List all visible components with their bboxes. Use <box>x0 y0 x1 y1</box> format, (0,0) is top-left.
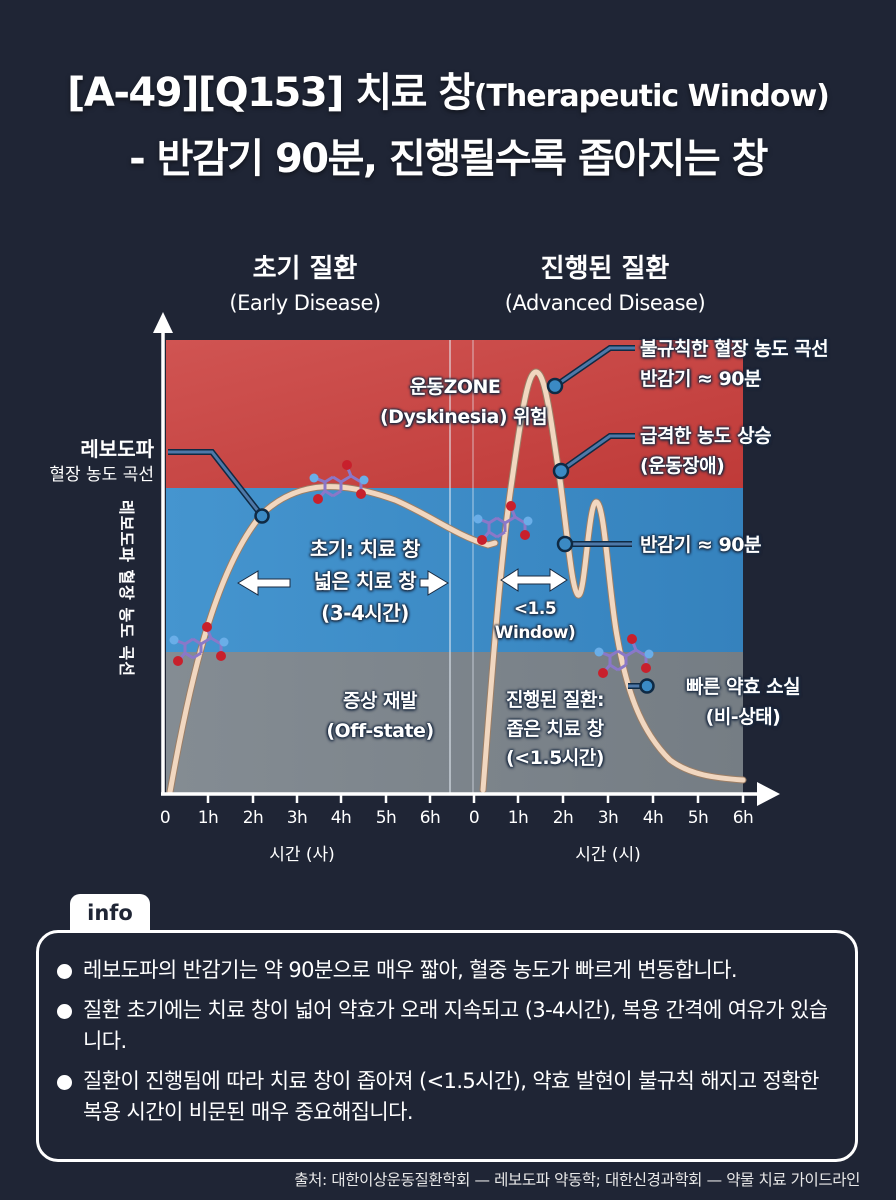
x-axis-label-advanced: 시간 (시) <box>575 845 641 865</box>
dyskinesia-zone-label: 운동ZONE (Dyskinesia) 위험 <box>380 376 548 428</box>
info-item: 질환 초기에는 치료 창이 넓어 약효가 오래 지속되고 (3-4시간), 복용… <box>57 995 831 1057</box>
advanced-window-arrow <box>500 568 568 592</box>
title-subtitle: - 반감기 90분, 진행될수록 좁아지는 창 <box>129 136 768 182</box>
info-tab: info <box>70 894 150 930</box>
section-advanced-header: 진행된 질환 (Advanced Disease) <box>470 252 740 320</box>
title-en: (Therapeutic Window) <box>473 79 830 114</box>
source-citation: 출처: 대한이상운동질환학회 — 레보도파 약동학; 대한신경과학회 — 약물 … <box>294 1171 860 1189</box>
info-box: 레보도파의 반감기는 약 90분으로 매우 짧아, 혈중 농도가 빠르게 변동합… <box>36 930 858 1162</box>
therapeutic-window-chart <box>153 312 780 806</box>
info-item: 질환이 진행됨에 따라 치료 창이 좁아져 (<1.5시간), 약효 발현이 불… <box>57 1066 831 1128</box>
info-list: 레보도파의 반감기는 약 90분으로 매우 짧아, 혈중 농도가 빠르게 변동합… <box>39 933 855 1128</box>
info-item: 레보도파의 반감기는 약 90분으로 매우 짧아, 혈중 농도가 빠르게 변동합… <box>57 955 831 986</box>
early-levodopa-curve <box>167 484 498 795</box>
title-ko: [A-49][Q153] 치료 창 <box>67 70 475 116</box>
section-advanced-ko: 진행된 질환 <box>540 254 670 284</box>
page-title: [A-49][Q153] 치료 창(Therapeutic Window) - … <box>0 62 896 190</box>
callout-dot <box>254 508 270 524</box>
early-window-arrow <box>237 570 449 596</box>
section-early-en: (Early Disease) <box>229 291 381 315</box>
bullet-icon <box>57 964 72 979</box>
section-advanced-en: (Advanced Disease) <box>504 291 706 315</box>
callout-dot <box>556 535 574 553</box>
advanced-levodopa-curve <box>480 369 746 793</box>
advanced-window-small-label: <1.5 Window) <box>494 599 576 643</box>
y-axis-label: 레보도파 혈장 농도 곡선 <box>117 500 136 677</box>
y-axis-arrow-icon <box>153 312 173 333</box>
rapid-wearing-off-callout: 빠른 약효 소실 (비-상태) <box>685 676 801 728</box>
callout-dot <box>639 678 655 694</box>
x-axis-arrow-icon <box>757 782 780 806</box>
early-window-label: 초기: 치료 창 넓은 치료 창 (3-4시간) <box>310 537 420 625</box>
callout-dot <box>552 462 570 480</box>
sharp-rise-callout: 급격한 농도 상승 (운동장애) <box>640 425 772 477</box>
bullet-icon <box>57 1004 72 1019</box>
section-early-ko: 초기 질환 <box>252 254 358 284</box>
dyskinesia-zone-band <box>166 340 743 488</box>
advanced-window-label: 진행된 질환: 좁은 치료 창 (<1.5시간) <box>505 689 605 769</box>
irregular-curve-callout: 불규칙한 혈장 농도 곡선 반감기 ≈ 90분 <box>640 338 829 390</box>
callout-dot <box>546 377 564 395</box>
half-life-callout: 반감기 ≈ 90분 <box>640 534 762 556</box>
bullet-icon <box>57 1075 72 1090</box>
levodopa-curve-callout: 레보도파 혈장 농도 곡선 <box>49 437 154 485</box>
x-axis-label-early: 시간 (사) <box>269 845 335 865</box>
off-state-zone-label: 증상 재발 (Off-state) <box>326 690 434 742</box>
section-early-header: 초기 질환 (Early Disease) <box>180 252 430 320</box>
